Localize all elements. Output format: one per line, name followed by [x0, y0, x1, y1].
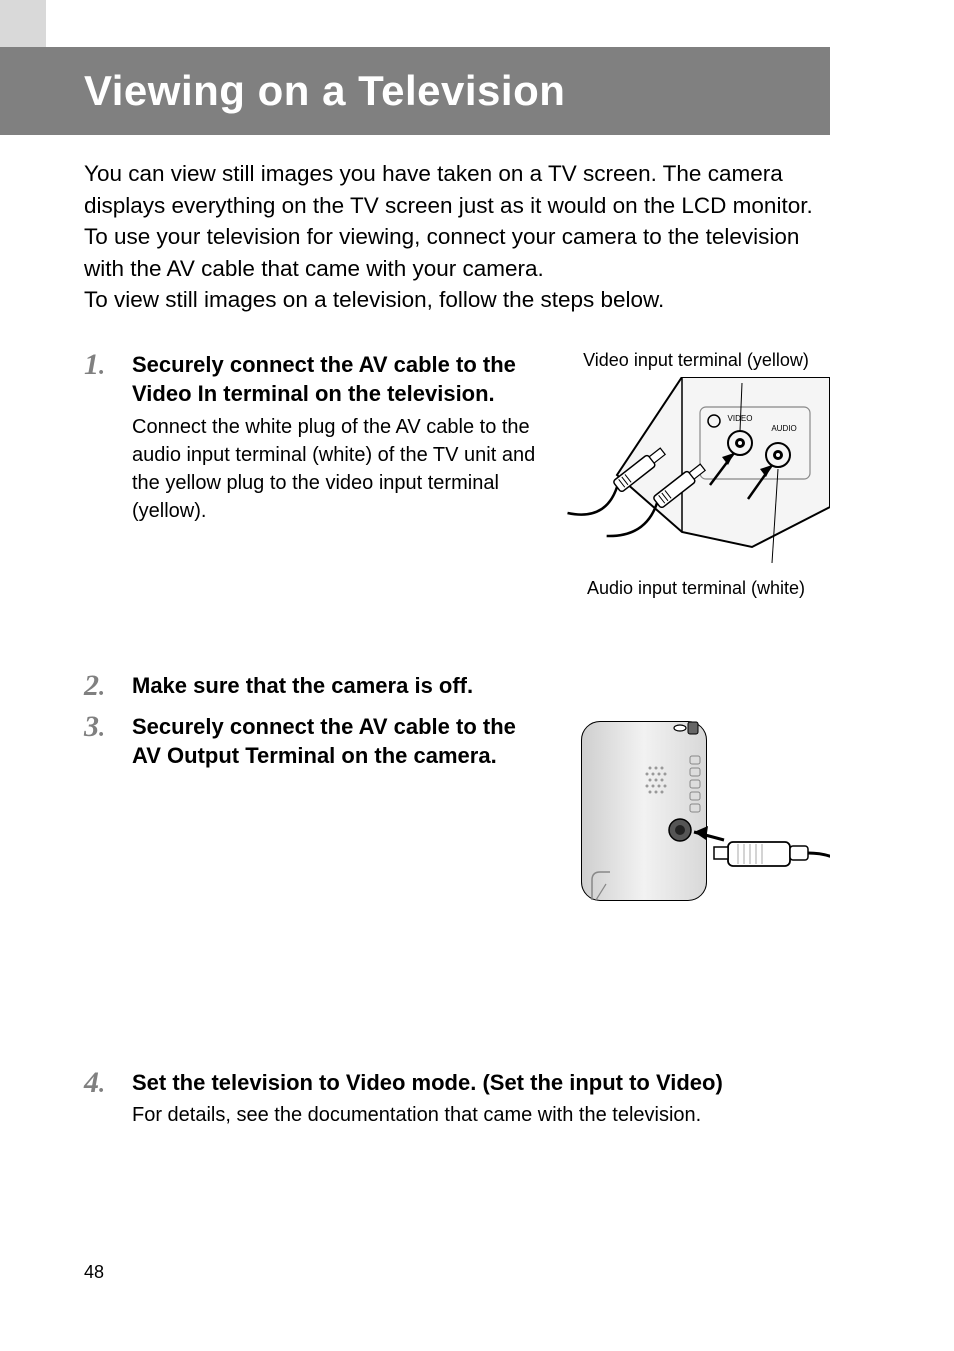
- step-1-desc: Connect the white plug of the AV cable t…: [132, 413, 542, 525]
- intro-p2: To use your television for viewing, conn…: [84, 224, 799, 281]
- step-1-number: 1: [84, 348, 132, 381]
- tv-terminals-diagram: VIDEO AUDIO: [562, 377, 830, 567]
- step-4-number: 4: [84, 1066, 132, 1099]
- step-2-number: 2: [84, 669, 132, 702]
- step-1: 1 Securely connect the AV cable to the V…: [84, 348, 830, 599]
- audio-port-label: AUDIO: [771, 424, 796, 433]
- intro-p1: You can view still images you have taken…: [84, 161, 813, 218]
- page-content: You can view still images you have taken…: [84, 158, 830, 1137]
- intro-p3: To view still images on a television, fo…: [84, 287, 664, 312]
- step-4-title: Set the television to Video mode. (Set t…: [132, 1068, 830, 1098]
- step-4: 4 Set the television to Video mode. (Set…: [84, 1066, 830, 1130]
- step-2-title: Make sure that the camera is off.: [132, 671, 830, 701]
- intro-text: You can view still images you have taken…: [84, 158, 830, 316]
- step-3: 3 Securely connect the AV cable to the A…: [84, 710, 830, 902]
- side-tab: [0, 0, 46, 47]
- step-4-desc: For details, see the documentation that …: [132, 1101, 830, 1129]
- step-2: 2 Make sure that the camera is off.: [84, 669, 830, 702]
- figure-tv-terminals: Video input terminal (yellow) VI: [562, 350, 830, 599]
- camera-av-diagram: [562, 712, 830, 902]
- step-3-title: Securely connect the AV cable to the AV …: [132, 712, 542, 771]
- page-title: Viewing on a Television: [84, 67, 565, 115]
- title-bar: Viewing on a Television: [0, 47, 830, 135]
- figure-label-video: Video input terminal (yellow): [562, 350, 830, 371]
- page-number: 48: [84, 1262, 104, 1283]
- figure-label-audio: Audio input terminal (white): [562, 578, 830, 599]
- step-3-number: 3: [84, 710, 132, 743]
- step-1-title: Securely connect the AV cable to the Vid…: [132, 350, 542, 409]
